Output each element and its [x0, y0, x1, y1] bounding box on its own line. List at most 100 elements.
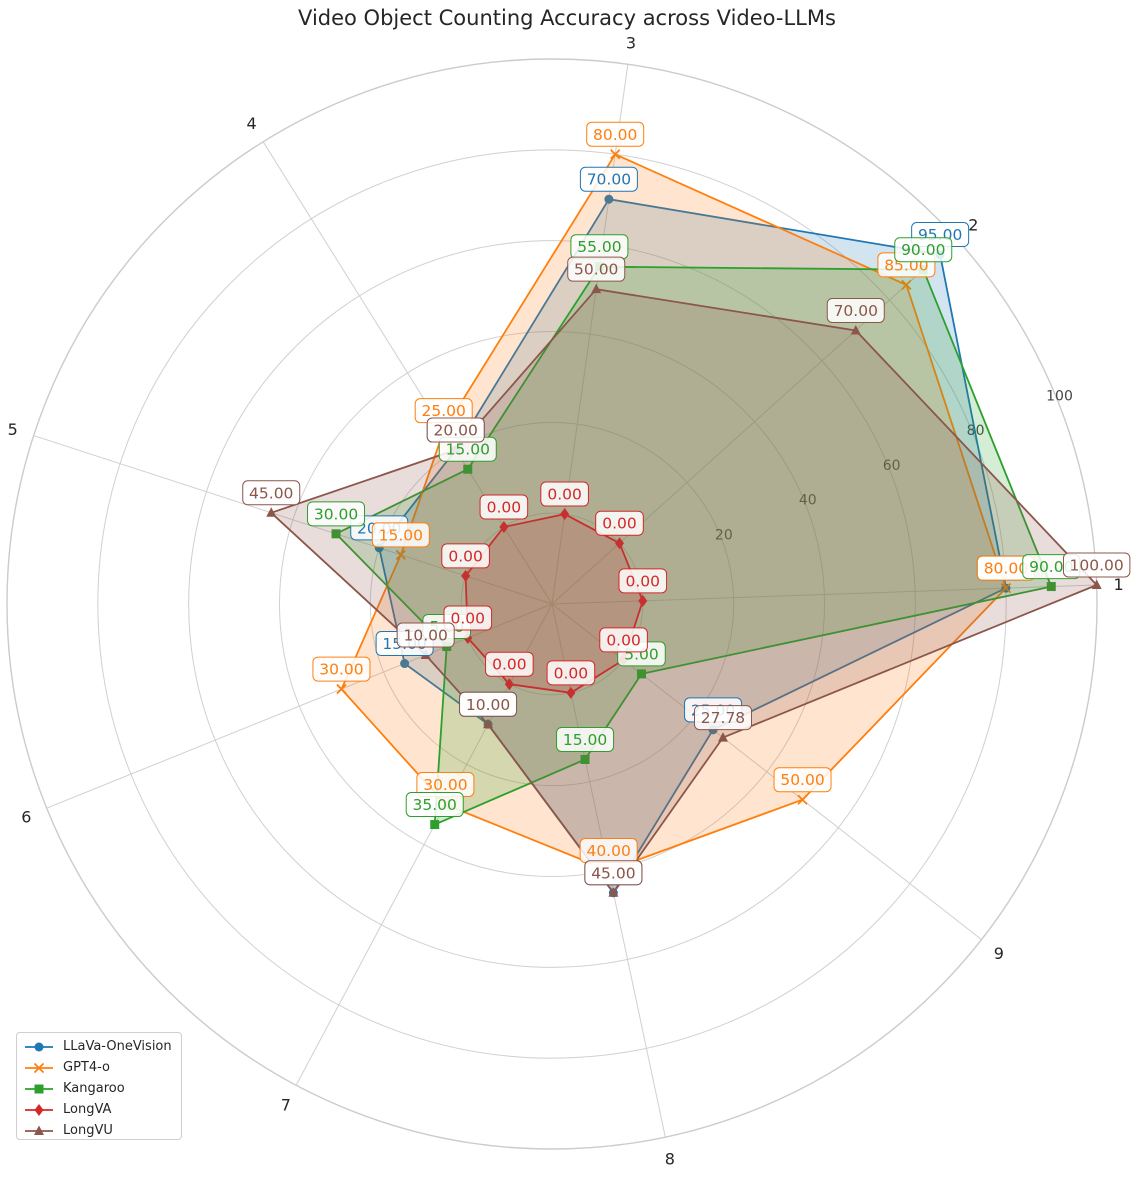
- series-line: [270, 288, 1098, 894]
- svg-text:15.00: 15.00: [563, 731, 607, 749]
- data-label: 0.00: [546, 660, 596, 686]
- data-label: 15.00: [371, 522, 430, 548]
- category-label: 3: [626, 34, 636, 53]
- legend-swatch: [25, 1084, 53, 1093]
- legend-label: LLaVa-OneVision: [63, 1039, 172, 1054]
- svg-text:0.00: 0.00: [448, 547, 483, 565]
- legend-label: LongVU: [63, 1123, 113, 1138]
- svg-text:0.00: 0.00: [492, 656, 527, 674]
- data-point: [638, 594, 648, 607]
- data-point: [499, 520, 509, 533]
- data-label: 45.00: [242, 480, 301, 506]
- svg-text:0.00: 0.00: [626, 572, 661, 590]
- svg-text:10.00: 10.00: [403, 627, 447, 645]
- data-label: 90.00: [894, 237, 953, 263]
- svg-text:55.00: 55.00: [577, 238, 621, 256]
- data-label: 15.00: [556, 726, 615, 752]
- svg-text:15.00: 15.00: [446, 441, 490, 459]
- svg-text:30.00: 30.00: [314, 505, 358, 523]
- data-point: [797, 794, 808, 805]
- legend-item: GPT4-o: [23, 1057, 181, 1078]
- data-point: [591, 283, 602, 294]
- svg-text:45.00: 45.00: [591, 864, 635, 882]
- data-point: [430, 820, 440, 830]
- radial-tick-label: 40: [799, 493, 817, 509]
- data-label: 20.00: [426, 417, 485, 443]
- data-point: [901, 279, 912, 291]
- data-label: 100.00: [1062, 552, 1131, 578]
- data-point: [1091, 579, 1102, 589]
- svg-text:15.00: 15.00: [379, 526, 423, 544]
- data-point: [1000, 583, 1012, 594]
- svg-text:70.00: 70.00: [587, 171, 631, 189]
- legend-label: GPT4-o: [63, 1060, 111, 1075]
- series-fill: [341, 154, 1006, 871]
- svg-text:80.00: 80.00: [984, 560, 1028, 578]
- svg-text:100.00: 100.00: [1070, 556, 1124, 574]
- svg-text:30.00: 30.00: [423, 776, 467, 794]
- data-label: 0.00: [595, 510, 644, 536]
- svg-text:50.00: 50.00: [780, 771, 824, 789]
- data-label: 30.00: [307, 501, 366, 527]
- data-label: 10.00: [459, 691, 518, 717]
- svg-text:0.00: 0.00: [451, 610, 486, 628]
- svg-text:80.00: 80.00: [593, 126, 637, 144]
- category-label: 7: [281, 1096, 291, 1115]
- data-label: 10.00: [396, 622, 455, 648]
- legend-swatch: [25, 1125, 53, 1135]
- radial-tick-label: 100: [1046, 388, 1073, 404]
- data-label: 70.00: [579, 166, 638, 192]
- category-label: 8: [665, 1150, 675, 1169]
- svg-text:0.00: 0.00: [487, 498, 522, 516]
- data-point: [566, 686, 576, 699]
- data-point: [560, 508, 570, 521]
- svg-text:0.00: 0.00: [602, 515, 637, 533]
- svg-text:0.00: 0.00: [606, 631, 641, 649]
- data-point: [34, 1042, 44, 1051]
- data-point: [608, 887, 619, 897]
- outer-ring: [6, 58, 1098, 1150]
- data-label: 40.00: [579, 838, 638, 864]
- series-line: [378, 198, 1007, 894]
- svg-text:30.00: 30.00: [319, 661, 363, 679]
- data-point: [266, 507, 277, 517]
- chart-title: Video Object Counting Accuracy across Vi…: [298, 6, 836, 30]
- legend-item: Kangaroo: [23, 1078, 181, 1099]
- legend-swatch: [25, 1042, 53, 1051]
- data-point: [615, 537, 625, 550]
- svg-text:45.00: 45.00: [249, 484, 293, 502]
- data-point: [1046, 582, 1056, 592]
- data-point: [336, 683, 347, 695]
- category-label: 5: [8, 420, 18, 439]
- radial-tick-label: 20: [715, 527, 733, 543]
- data-label: 0.00: [618, 568, 668, 594]
- data-label: 0.00: [599, 627, 648, 653]
- legend-item: LongVU: [23, 1120, 181, 1141]
- grid-ring: [279, 331, 825, 877]
- legend-item: LongVA: [23, 1099, 181, 1120]
- legend: LLaVa-OneVision GPT4-o Kangaroo LongVA LongV…: [16, 1032, 182, 1140]
- data-point: [331, 529, 341, 539]
- data-label: 0.00: [441, 543, 490, 569]
- data-point: [604, 194, 614, 204]
- data-label: 80.00: [586, 121, 645, 147]
- data-label: 45.00: [584, 860, 643, 886]
- svg-text:27.78: 27.78: [701, 709, 745, 727]
- data-label: 50.00: [567, 256, 626, 282]
- data-label: 0.00: [540, 481, 589, 507]
- radar-labels: 80.0095.0070.0020.0020.0015.0010.0045.00…: [242, 121, 1131, 886]
- data-label: 0.00: [485, 651, 534, 677]
- series-fill: [379, 199, 1006, 893]
- series-fill: [465, 514, 643, 693]
- svg-text:25.00: 25.00: [422, 402, 466, 420]
- category-label: 9: [994, 944, 1004, 963]
- legend-label: LongVA: [63, 1102, 112, 1117]
- data-point: [463, 464, 473, 474]
- category-label: 1: [1114, 575, 1124, 594]
- data-label: 80.00: [976, 555, 1035, 581]
- svg-text:50.00: 50.00: [574, 261, 618, 279]
- data-point: [717, 732, 728, 742]
- data-label: 30.00: [312, 656, 371, 682]
- data-label: 25.00: [414, 398, 473, 424]
- legend-item: LLaVa-OneVision: [23, 1036, 181, 1057]
